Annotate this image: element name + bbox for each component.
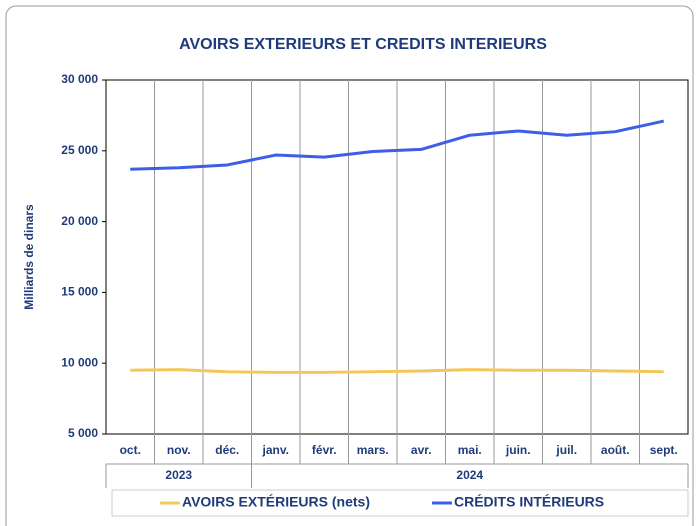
- y-tick-label: 10 000: [61, 355, 98, 369]
- legend-label: AVOIRS EXTÉRIEURS (nets): [182, 494, 370, 510]
- x-tick-label: juil.: [555, 443, 577, 457]
- y-axis-title: Milliards de dinars: [22, 204, 36, 310]
- x-tick-label: nov.: [167, 443, 191, 457]
- line: [130, 368, 664, 374]
- x-tick-label: oct.: [120, 443, 141, 457]
- chart-title: AVOIRS EXTERIEURS ET CREDITS INTERIEURS: [179, 36, 547, 53]
- x-tick-label: févr.: [312, 443, 337, 457]
- x-tick-label: janv.: [262, 443, 289, 457]
- y-tick-label: 30 000: [61, 72, 98, 86]
- x-tick-label: déc.: [215, 443, 239, 457]
- y-tick-label: 20 000: [61, 214, 98, 228]
- y-tick-label: 15 000: [61, 285, 98, 299]
- legend-label: CRÉDITS INTÉRIEURS: [454, 494, 604, 510]
- frame: [5, 5, 694, 526]
- x-tick-label: mars.: [357, 443, 389, 457]
- legend: [111, 489, 689, 517]
- line: [130, 119, 665, 171]
- x-tick-label: août.: [601, 443, 630, 457]
- x-tick-label: mai.: [458, 443, 482, 457]
- x-tick-label: juin.: [505, 443, 531, 457]
- x-tick-label: sept.: [650, 443, 678, 457]
- y-tick-label: 25 000: [61, 143, 98, 157]
- group-label: 2024: [456, 468, 483, 482]
- group-label: 2023: [165, 468, 192, 482]
- y-tick-label: 5 000: [68, 426, 98, 440]
- x-tick-label: avr.: [411, 443, 432, 457]
